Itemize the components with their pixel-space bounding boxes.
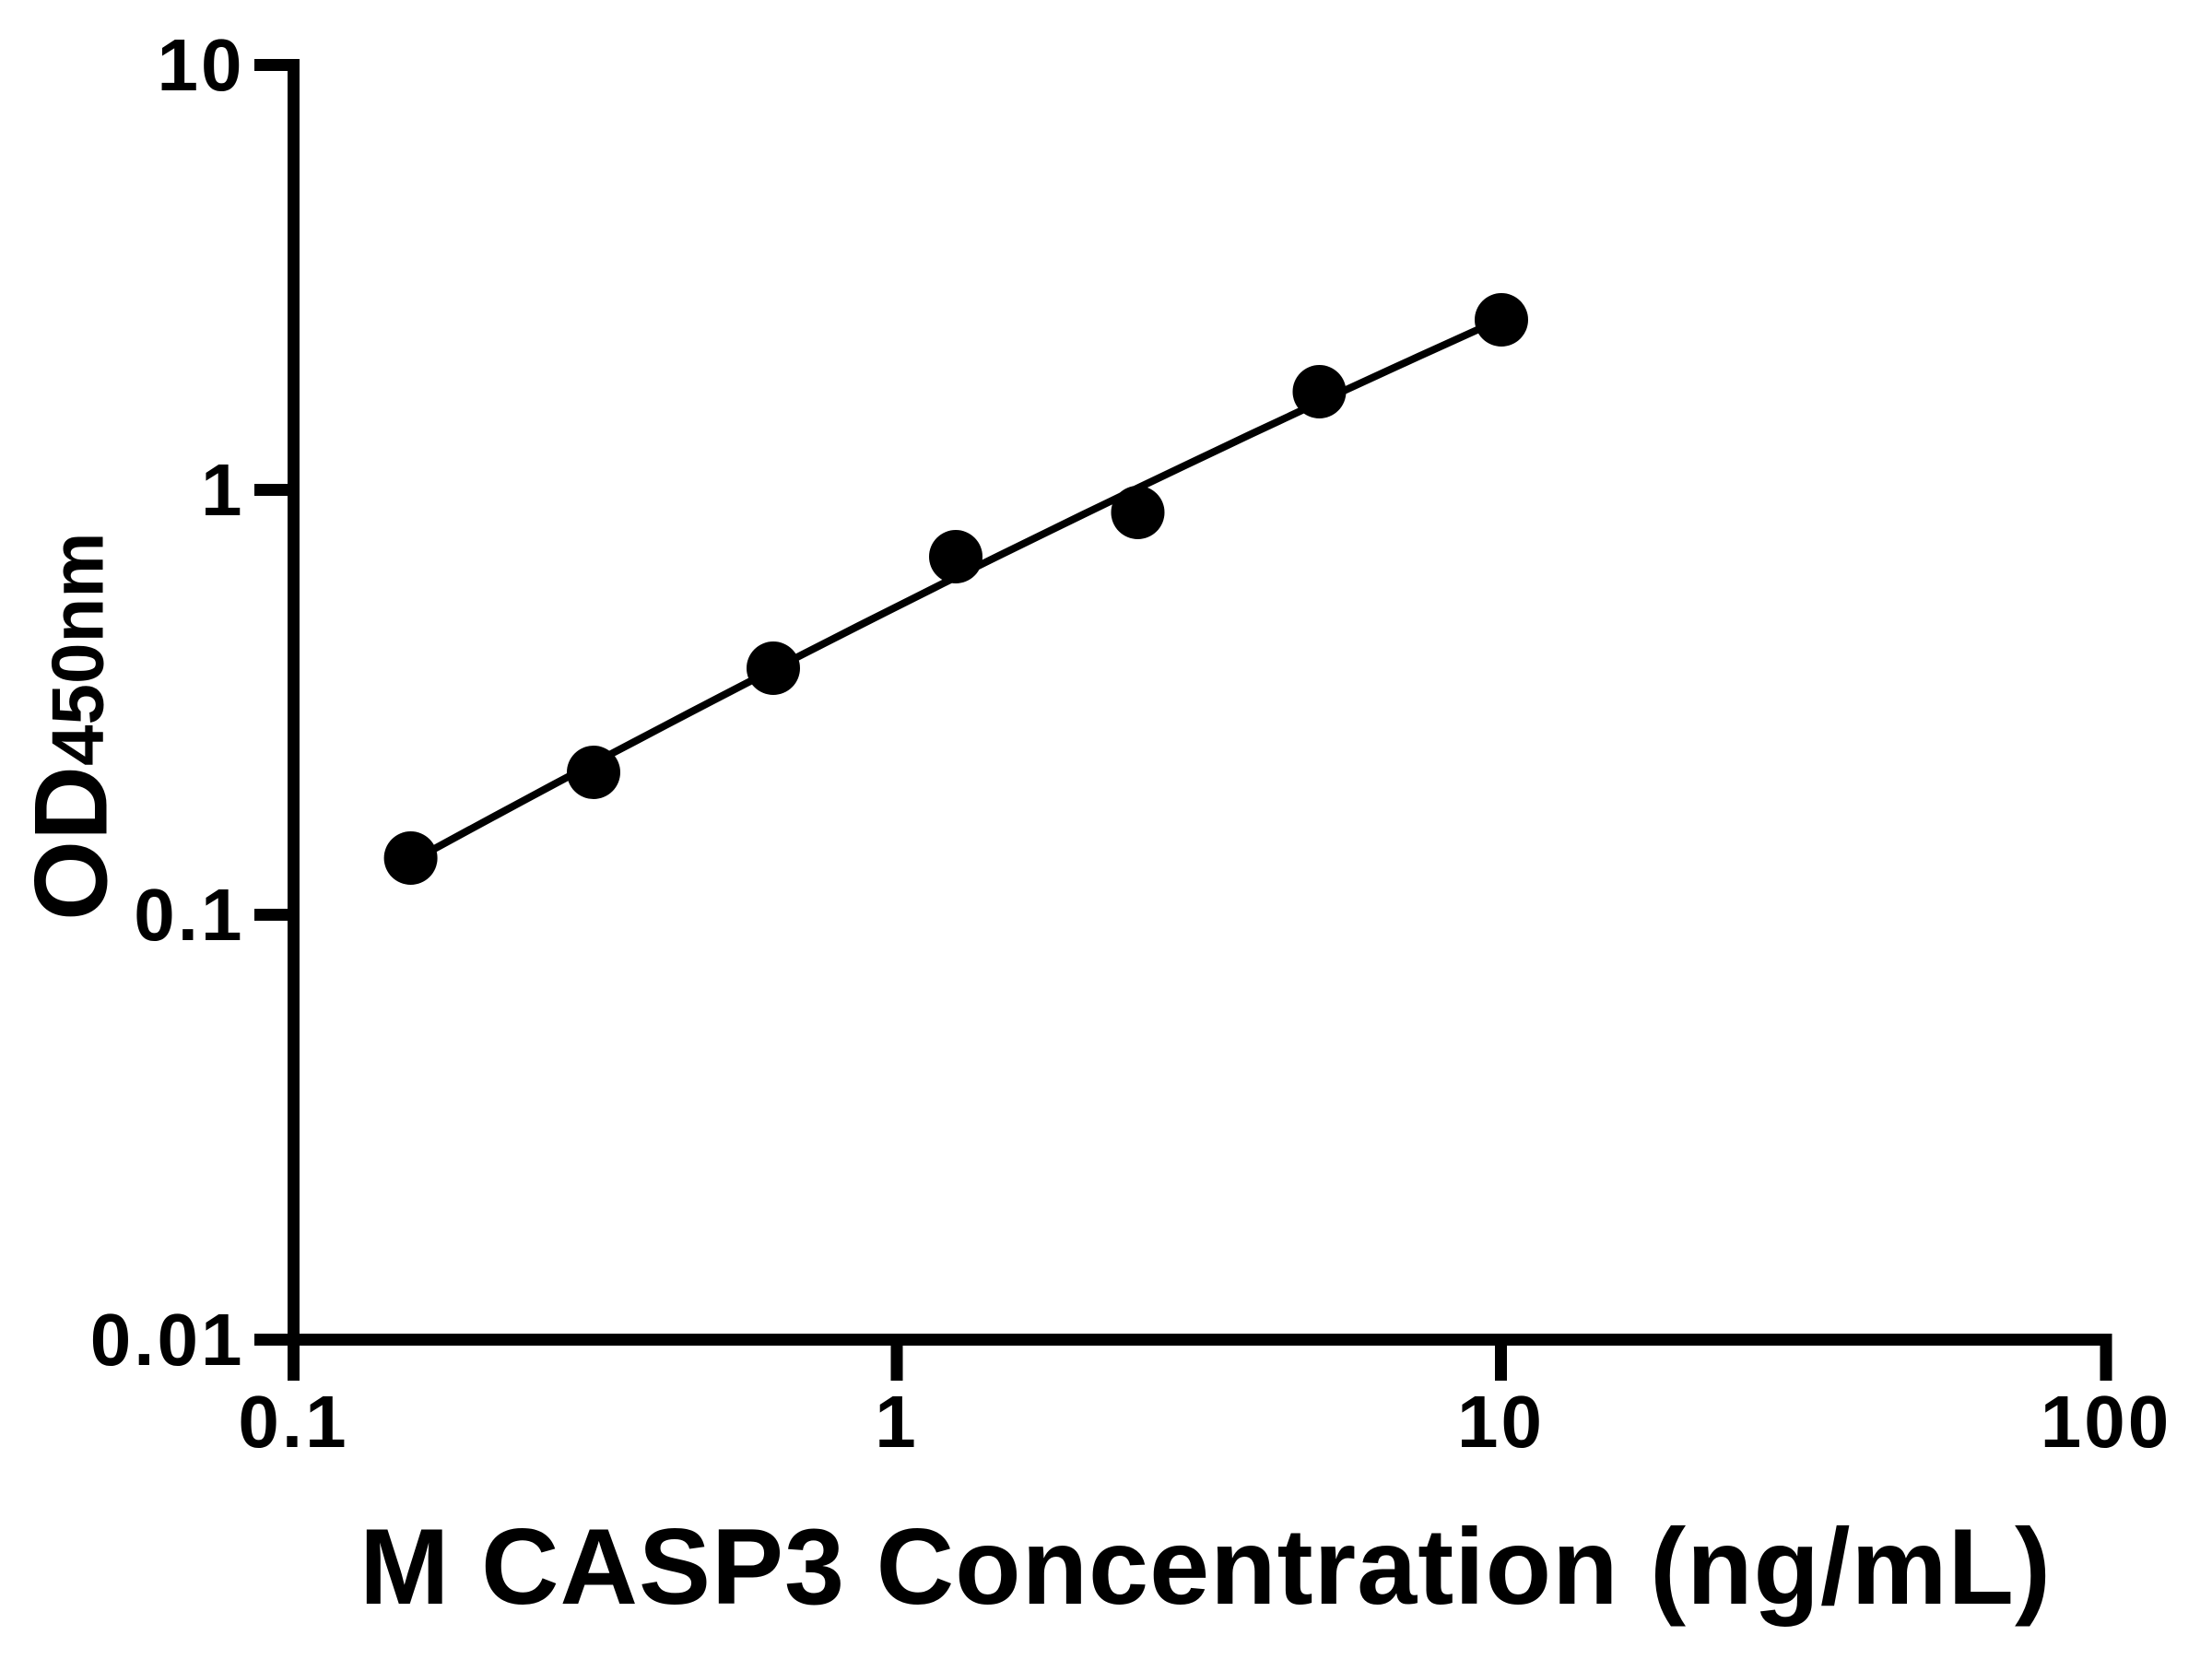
svg-text:0.1: 0.1: [238, 1381, 348, 1463]
svg-text:M CASP3 Concentration (ng/mL): M CASP3 Concentration (ng/mL): [359, 1506, 2052, 1627]
svg-text:100: 100: [2041, 1381, 2171, 1463]
svg-text:0.01: 0.01: [90, 1299, 245, 1381]
svg-text:10: 10: [1457, 1381, 1545, 1463]
svg-text:10: 10: [158, 24, 245, 106]
svg-text:1: 1: [201, 449, 245, 531]
svg-text:0.1: 0.1: [134, 874, 244, 956]
svg-text:1: 1: [875, 1381, 919, 1463]
